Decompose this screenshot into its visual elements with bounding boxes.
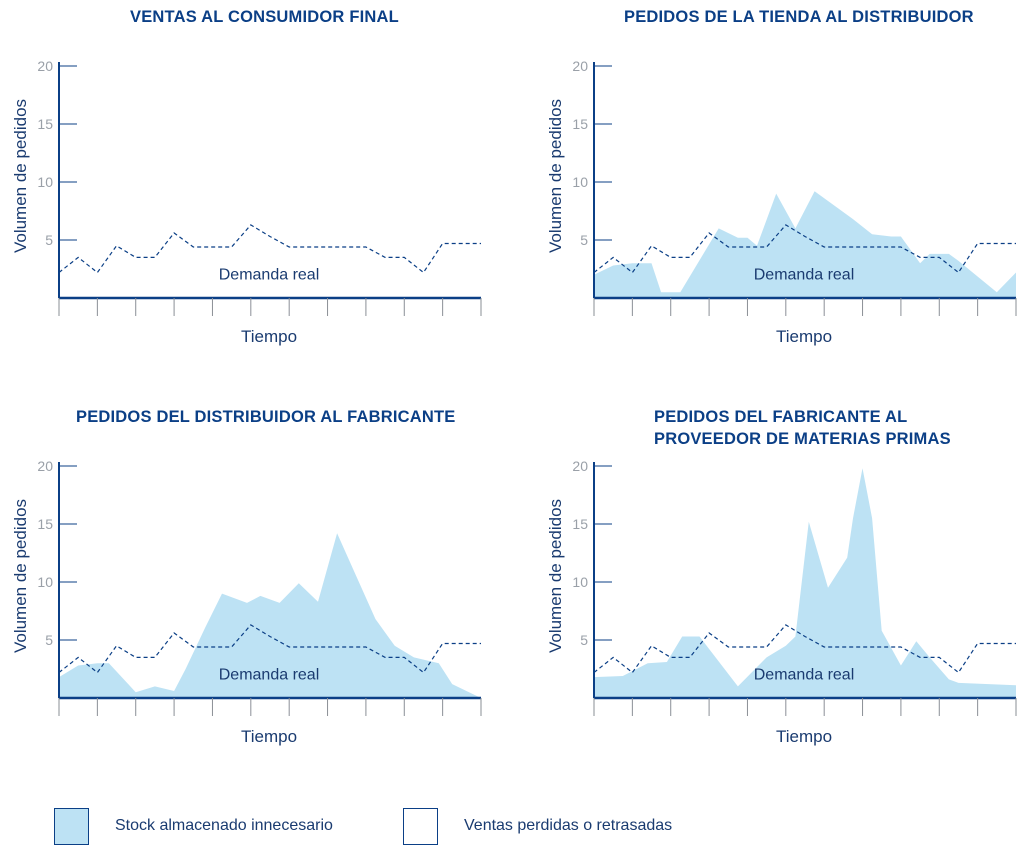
chart-3-y-tick-label-10: 10 [37,574,53,590]
chart-1-y-tick-label-20: 20 [37,58,53,74]
legend-swatch-filled [54,807,89,845]
chart-3-y-axis-label: Volumen de pedidos [11,499,30,653]
chart-4-y-tick-label-5: 5 [580,632,588,648]
chart-4-y-tick-label-15: 15 [572,516,588,532]
chart-3-title: PEDIDOS DEL DISTRIBUIDOR AL FABRICANTE [76,408,456,426]
chart-4-x-axis-label: Tiempo [776,727,832,746]
chart-2-y-tick-label-5: 5 [580,232,588,248]
chart-3-demand-line [58,624,481,674]
legend-item-lost-sales: Ventas perdidas o retrasadas [403,806,672,846]
chart-1-y-axis-label: Volumen de pedidos [11,99,30,253]
chart-2-x-axis-label: Tiempo [776,327,832,346]
chart-2-title: PEDIDOS DE LA TIENDA AL DISTRIBUIDOR [624,8,974,26]
chart-4-y-tick-label-20: 20 [572,458,588,474]
chart-2-demand-line [593,224,1016,274]
chart-3-excess-area [59,533,481,698]
chart-1-y-tick-label-15: 15 [37,116,53,132]
chart-4-y-axis-label: Volumen de pedidos [546,499,565,653]
chart-3-x-axis-label: Tiempo [241,727,297,746]
chart-2-demand-label: Demanda real [754,266,855,283]
legend-item-excess-stock: Stock almacenado innecesario [54,806,333,846]
chart-1-x-axis-label: Tiempo [241,327,297,346]
legend-swatch-outline [403,807,438,845]
chart-4-demand-line [593,624,1016,674]
chart-4-excess-area [594,468,1016,698]
chart-2-excess-area [594,191,1016,298]
chart-2-y-axis-label: Volumen de pedidos [546,99,565,253]
chart-1-demand-label: Demanda real [219,266,320,283]
chart-4-demand-label: Demanda real [754,666,855,683]
chart-4-y-tick-label-10: 10 [572,574,588,590]
legend-label-lost-sales: Ventas perdidas o retrasadas [464,817,673,834]
legend-label-excess-stock: Stock almacenado innecesario [115,817,333,834]
chart-3-y-tick-label-20: 20 [37,458,53,474]
chart-3-y-tick-label-5: 5 [45,632,53,648]
chart-2-y-tick-label-10: 10 [572,174,588,190]
chart-3-y-tick-label-15: 15 [37,516,53,532]
chart-4-title: PEDIDOS DEL FABRICANTE AL PROVEEDOR DE M… [654,408,951,448]
chart-1-demand-line [58,224,481,274]
chart-1-title: VENTAS AL CONSUMIDOR FINAL [130,8,399,26]
chart-1-y-tick-label-10: 10 [37,174,53,190]
chart-2-y-tick-label-15: 15 [572,116,588,132]
chart-2-y-tick-label-20: 20 [572,58,588,74]
chart-1-y-tick-label-5: 5 [45,232,53,248]
chart-3-demand-label: Demanda real [219,666,320,683]
